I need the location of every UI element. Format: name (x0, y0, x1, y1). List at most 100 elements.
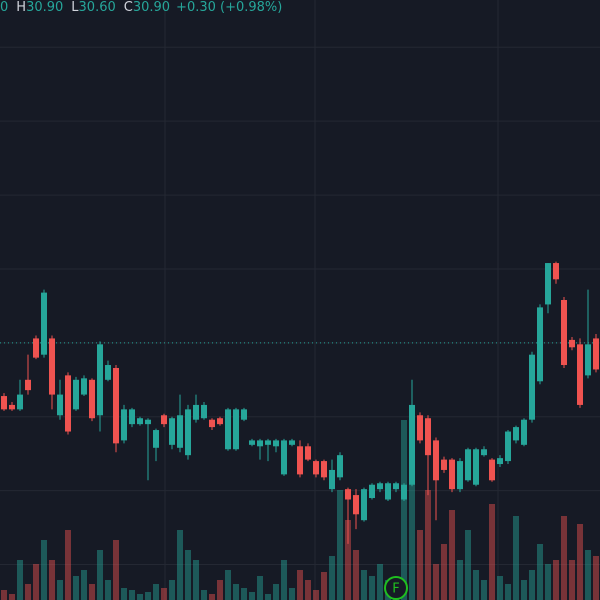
candle (361, 487, 367, 522)
volume-bar (289, 588, 295, 600)
candle (105, 360, 111, 382)
candle-body (105, 365, 111, 380)
candle-body (25, 379, 31, 391)
candle (137, 416, 143, 426)
candle (489, 458, 495, 482)
candle (257, 438, 263, 460)
candle-body (337, 455, 343, 478)
candle (369, 483, 375, 500)
candle-body (129, 409, 135, 425)
candle-body (113, 367, 119, 444)
candle-body (537, 307, 543, 382)
candle (537, 304, 543, 385)
candle-body (345, 489, 351, 500)
candle (401, 483, 407, 501)
candle-body (81, 378, 87, 395)
candle (153, 428, 159, 462)
candle (561, 297, 567, 368)
volume-bar (513, 516, 519, 600)
candle-body (401, 484, 407, 500)
event-marker-circle (384, 576, 408, 600)
candle-body (585, 344, 591, 376)
volume-bar (521, 580, 527, 600)
volume-bar (353, 550, 359, 600)
candle (385, 481, 391, 501)
volume-bar (201, 590, 207, 600)
volume-bar (441, 544, 447, 600)
candle (289, 438, 295, 447)
candle-body (169, 418, 175, 445)
candle (553, 261, 559, 284)
candle (73, 376, 79, 411)
candle (441, 456, 447, 473)
candle-body (353, 495, 359, 515)
volume-bar (169, 580, 175, 600)
candle-body (329, 469, 335, 490)
candle (481, 446, 487, 457)
candle (425, 415, 431, 496)
volume-bar (489, 504, 495, 600)
volume-bar (433, 564, 439, 600)
candle (497, 455, 503, 467)
volume-bar (585, 550, 591, 600)
candle (233, 407, 239, 451)
volume-bar (145, 592, 151, 600)
volume-bar (57, 580, 63, 600)
candle-body (385, 483, 391, 500)
candle-body (249, 440, 255, 445)
volume-bar (481, 580, 487, 600)
candle (145, 418, 151, 481)
candle (81, 375, 87, 397)
volume-bar (305, 580, 311, 600)
candle (521, 418, 527, 447)
volume-bar (241, 588, 247, 600)
candle (169, 416, 175, 450)
volume-bar (209, 594, 215, 600)
candle-body (49, 338, 55, 395)
candle (593, 333, 599, 373)
candle (249, 438, 255, 447)
candle (57, 379, 63, 420)
volume-bar (465, 530, 471, 600)
volume-bar (249, 592, 255, 600)
volume-bar (329, 556, 335, 600)
volume-bar (233, 584, 239, 600)
volume-bar (257, 576, 263, 600)
candle (457, 458, 463, 493)
candle (529, 351, 535, 423)
candle-body (233, 409, 239, 450)
volume-bar (25, 584, 31, 600)
candle (465, 447, 471, 482)
candle (41, 289, 47, 358)
candle (329, 459, 335, 493)
volume-bar (1, 590, 7, 600)
candle (177, 394, 183, 453)
volume-bar (321, 572, 327, 600)
candle (281, 438, 287, 476)
candle-body (225, 409, 231, 450)
candle-body (393, 483, 399, 490)
candle (225, 407, 231, 451)
candle-body (513, 427, 519, 441)
candle-body (257, 440, 263, 447)
candle-body (241, 409, 247, 420)
candle-body (153, 430, 159, 448)
candle (473, 447, 479, 487)
candle (1, 393, 7, 411)
candle (393, 481, 399, 493)
candle (337, 452, 343, 481)
candle-body (177, 415, 183, 448)
candle-body (73, 379, 79, 410)
candle-body (121, 409, 127, 441)
volume-bar (161, 588, 167, 600)
candle-body (553, 263, 559, 280)
candle (209, 418, 215, 431)
volume-bar (377, 564, 383, 600)
volume-bar (33, 564, 39, 600)
candle-body (561, 300, 567, 366)
legend-value: 30.90 (133, 0, 170, 15)
candle (545, 263, 551, 314)
candle (265, 438, 271, 462)
candle (241, 407, 247, 422)
candle-body (289, 440, 295, 445)
